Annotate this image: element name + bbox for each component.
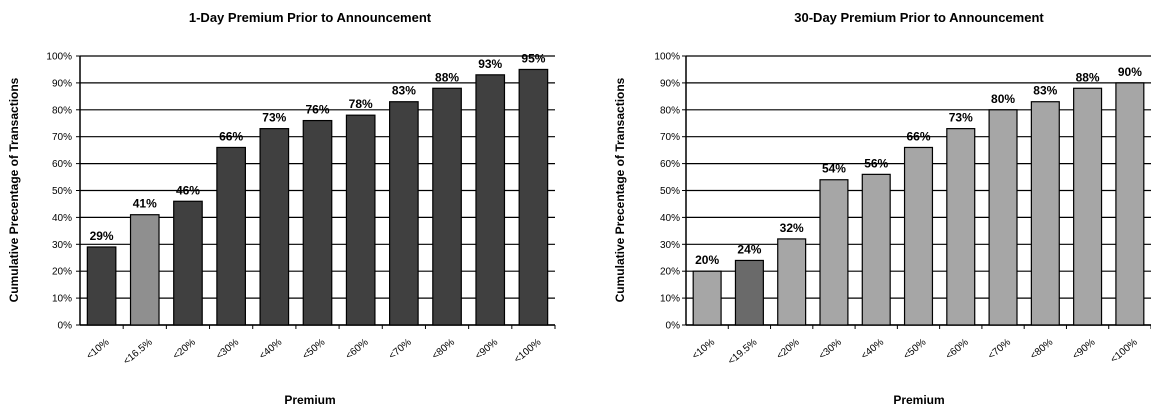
y-tick-label: 40% (660, 213, 680, 224)
data-label: 46% (176, 183, 200, 197)
bar (86, 246, 117, 326)
y-tick-label: 10% (52, 294, 72, 305)
x-tick-label: <30% (214, 337, 241, 362)
x-tick-label: <40% (859, 337, 886, 362)
y-tick-label: 0% (58, 321, 73, 332)
bar (389, 101, 419, 326)
x-axis-label: Premium (893, 393, 944, 407)
y-tick-label: 50% (52, 186, 72, 197)
y-tick-label: 90% (52, 78, 72, 89)
data-label: 66% (219, 129, 243, 143)
x-tick-label: <100% (1109, 337, 1140, 366)
x-tick-label: <70% (986, 337, 1013, 362)
bar (1115, 82, 1145, 326)
bar (1073, 87, 1103, 326)
chart-1day-premium: 1-Day Premium Prior to Announcement Cumu… (7, 10, 556, 407)
x-tick-label: <50% (301, 337, 328, 362)
y-tick-label: 10% (660, 294, 680, 305)
y-tick-label: 20% (660, 267, 680, 278)
bar (692, 270, 722, 326)
data-label: 32% (780, 221, 804, 235)
data-label: 83% (392, 84, 416, 98)
x-tick-label: <90% (473, 337, 500, 362)
chart-panel-1day: 1-Day Premium Prior to Announcement Cumu… (7, 10, 556, 407)
y-axis-label: Cumulative Precentage of Transactions (613, 77, 627, 302)
chart-panel-30day: 30-Day Premium Prior to Announcement Cum… (576, 0, 1151, 407)
data-label: 90% (1118, 65, 1142, 79)
chart-title: 30-Day Premium Prior to Announcement (794, 10, 1044, 25)
y-tick-label: 70% (660, 132, 680, 143)
x-tick-label: <10% (85, 337, 112, 362)
y-tick-label: 60% (52, 159, 72, 170)
data-label: 54% (822, 162, 846, 176)
x-tick-label: <80% (430, 337, 457, 362)
bar (819, 179, 849, 326)
x-tick-label: <90% (1071, 337, 1098, 362)
x-axis-label: Premium (284, 393, 335, 407)
y-axis-label: Cumulative Precentage of Transactions (7, 77, 21, 302)
x-tick-label: <80% (1028, 337, 1055, 362)
data-label: 88% (1076, 70, 1100, 84)
x-tick-label: <19.5% (726, 337, 759, 367)
bar (734, 259, 764, 326)
y-tick-label: 30% (660, 240, 680, 251)
y-tick-label: 0% (666, 321, 681, 332)
bar (259, 128, 290, 326)
y-tick-label: 60% (660, 159, 680, 170)
bar (173, 200, 203, 326)
bar (129, 214, 160, 326)
x-tick-label: <10% (690, 337, 717, 362)
data-label: 66% (906, 129, 930, 143)
y-tick-label: 40% (52, 213, 72, 224)
y-tick-label: 70% (52, 132, 72, 143)
chart-title: 1-Day Premium Prior to Announcement (189, 10, 432, 25)
data-label: 73% (262, 111, 286, 125)
data-label: 29% (90, 229, 114, 243)
bar (302, 119, 333, 326)
x-tick-label: <16.5% (121, 337, 154, 367)
data-label: 73% (949, 111, 973, 125)
data-label: 80% (991, 92, 1015, 106)
data-label: 93% (478, 57, 502, 71)
data-label: 56% (864, 156, 888, 170)
y-tick-label: 30% (52, 240, 72, 251)
bar (777, 238, 807, 326)
x-tick-label: <70% (387, 337, 414, 362)
x-tick-label: <60% (944, 337, 971, 362)
y-tick-label: 50% (660, 186, 680, 197)
chart-30day-premium: 30-Day Premium Prior to Announcement Cum… (613, 10, 1151, 407)
bar (475, 74, 506, 326)
y-tick-label: 80% (660, 105, 680, 116)
bar (1030, 101, 1060, 326)
bar (345, 114, 376, 326)
bar (988, 109, 1018, 326)
bar (903, 146, 934, 326)
x-tick-label: <50% (902, 337, 929, 362)
y-tick-label: 100% (46, 52, 72, 63)
data-label: 41% (133, 197, 157, 211)
y-tick-label: 80% (52, 105, 72, 116)
y-tick-label: 20% (52, 267, 72, 278)
x-tick-label: <20% (171, 337, 198, 362)
data-label: 95% (521, 51, 545, 65)
data-label: 83% (1033, 84, 1057, 98)
bar (946, 128, 976, 326)
y-tick-label: 90% (660, 78, 680, 89)
bar (216, 146, 246, 326)
y-tick-label: 100% (654, 52, 680, 63)
x-tick-label: <40% (257, 337, 284, 362)
x-tick-label: <100% (512, 337, 543, 366)
bar (432, 87, 462, 326)
data-label: 20% (695, 253, 719, 267)
bar (861, 173, 891, 326)
x-tick-label: <60% (344, 337, 371, 362)
x-tick-label: <20% (775, 337, 802, 362)
data-label: 88% (435, 70, 459, 84)
data-label: 78% (349, 97, 373, 111)
x-tick-label: <30% (817, 337, 844, 362)
data-label: 24% (737, 242, 761, 256)
bar (518, 68, 549, 326)
data-label: 76% (305, 103, 329, 117)
